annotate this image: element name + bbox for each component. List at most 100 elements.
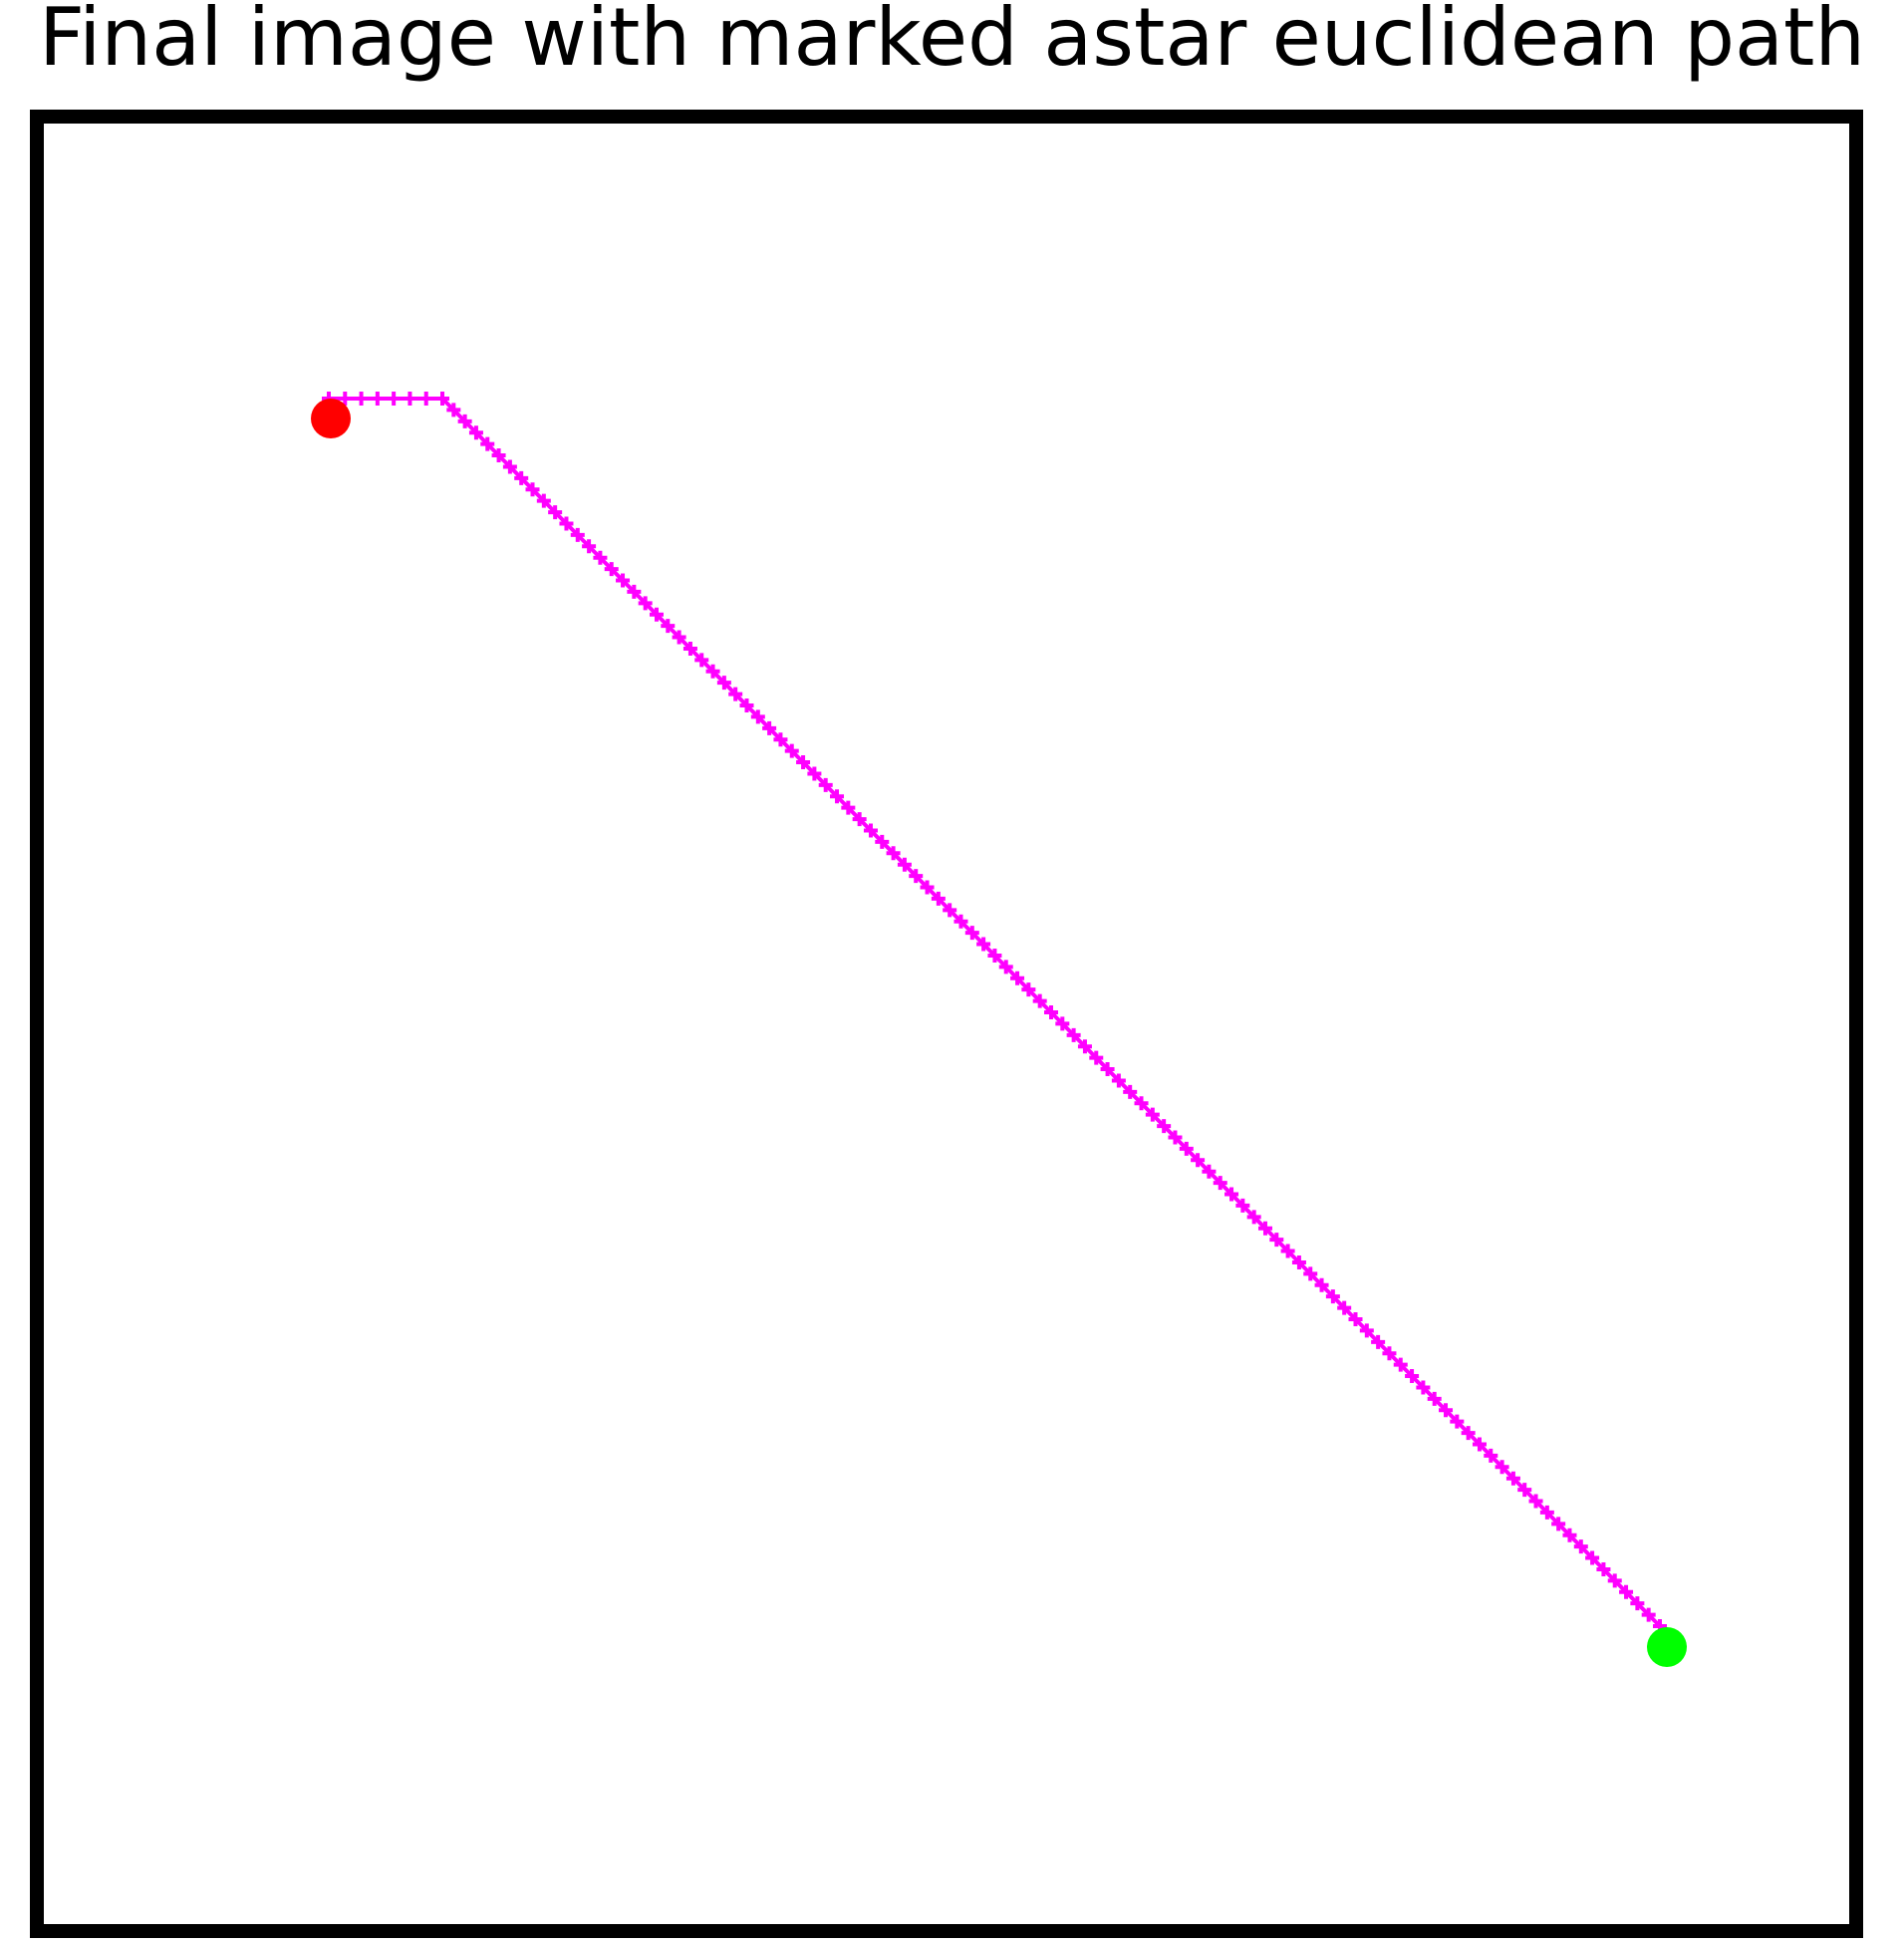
- path-plus-marker: [559, 516, 574, 531]
- path-plus-marker: [627, 584, 642, 599]
- path-plus-marker: [875, 834, 890, 849]
- path-plus-marker: [672, 630, 686, 645]
- path-plus-marker: [830, 789, 845, 804]
- path-plus-marker: [920, 880, 935, 895]
- path-plus-marker: [1472, 1437, 1487, 1452]
- goal-point: [1647, 1627, 1687, 1667]
- path-plus-marker: [536, 493, 551, 508]
- path-plus-marker: [1010, 971, 1025, 985]
- path-plus-marker: [1168, 1130, 1183, 1145]
- path-plus-marker: [1450, 1414, 1465, 1429]
- path-plus-marker: [1280, 1244, 1295, 1258]
- path-plus-marker: [354, 392, 369, 406]
- path-plus-marker: [773, 732, 788, 747]
- path-plus-marker: [998, 960, 1013, 974]
- path-plus-marker: [1551, 1517, 1566, 1531]
- path-plus-marker: [1517, 1483, 1532, 1498]
- path-plus-marker: [931, 891, 946, 906]
- path-plus-marker: [370, 392, 385, 406]
- path-plus-marker: [1630, 1596, 1645, 1611]
- path-plus-marker: [1269, 1233, 1284, 1248]
- path-plus-marker: [616, 573, 631, 588]
- path-plus-marker: [457, 414, 472, 428]
- path-plus-marker: [1224, 1187, 1239, 1202]
- path-plus-marker: [1348, 1312, 1363, 1326]
- path-plus-marker: [1191, 1153, 1206, 1168]
- path-plus-marker: [1528, 1494, 1543, 1509]
- path-plus-marker: [649, 607, 664, 622]
- path-plus-marker: [716, 676, 731, 691]
- path-plus-marker: [976, 937, 991, 952]
- path-plus-marker: [1382, 1346, 1397, 1361]
- path-plus-marker: [418, 392, 433, 406]
- path-plus-marker: [582, 539, 597, 554]
- path-plus-marker: [909, 869, 924, 884]
- path-plus-marker: [943, 903, 957, 918]
- path-plus-marker: [762, 720, 777, 735]
- path-plus-marker: [1157, 1119, 1172, 1134]
- path-plus-marker: [403, 392, 417, 406]
- path-plus-marker: [435, 392, 449, 406]
- path-plus-marker: [1495, 1460, 1509, 1475]
- path-plus-marker: [468, 425, 483, 440]
- path-plus-marker: [661, 619, 676, 634]
- path-plus-marker: [1055, 1016, 1070, 1031]
- path-plus-marker: [1427, 1391, 1442, 1406]
- path-plus-marker: [964, 926, 979, 941]
- path-plus-marker: [1100, 1062, 1115, 1077]
- path-plus-marker: [1461, 1426, 1476, 1441]
- path-plus-marker: [796, 755, 811, 770]
- path-plus-marker: [1596, 1561, 1611, 1576]
- path-plus-marker: [514, 470, 529, 485]
- path-plus-marker: [1607, 1573, 1622, 1588]
- path-plus-marker: [1066, 1027, 1081, 1042]
- path-plus-marker: [1371, 1334, 1386, 1349]
- path-plus-marker: [1439, 1403, 1454, 1418]
- path-plus-marker: [548, 505, 563, 520]
- path-plus-marker: [1089, 1050, 1104, 1065]
- path-plus-marker: [338, 392, 353, 406]
- path-plus-marker: [897, 857, 912, 872]
- path-plus-marker: [694, 653, 709, 668]
- path-plus-marker: [863, 823, 878, 838]
- path-plus-marker: [852, 812, 867, 827]
- path-plus-marker: [480, 436, 495, 451]
- path-plus-marker: [1077, 1039, 1092, 1054]
- path-plus-marker: [1573, 1539, 1588, 1554]
- path-plus-marker: [705, 664, 720, 679]
- path-plus-marker: [1021, 982, 1036, 997]
- path-plus-marker: [593, 550, 608, 565]
- path-plus-marker: [807, 766, 822, 781]
- path-plus-marker: [387, 392, 402, 406]
- path-plus-marker: [446, 403, 461, 417]
- path-plus-marker: [739, 698, 754, 712]
- path-plus-marker: [886, 846, 901, 861]
- path-plus-marker: [1257, 1221, 1272, 1236]
- path-plus-marker: [1202, 1164, 1217, 1179]
- astar-path: [322, 392, 1667, 1633]
- path-plus-marker: [1416, 1380, 1431, 1395]
- path-plus-marker: [1314, 1277, 1329, 1292]
- path-plus-marker: [1235, 1198, 1250, 1213]
- start-point: [311, 399, 351, 438]
- path-plus-marker: [1393, 1357, 1408, 1372]
- path-plus-marker: [1032, 993, 1047, 1008]
- path-plus-marker: [1484, 1448, 1498, 1463]
- path-plus-marker: [570, 527, 585, 542]
- path-plus-marker: [1359, 1323, 1374, 1338]
- path-plus-marker: [1123, 1084, 1138, 1099]
- path-plus-marker: [1145, 1107, 1160, 1122]
- path-plus-marker: [1641, 1607, 1656, 1622]
- path-plus-marker: [987, 948, 1002, 963]
- path-plus-marker: [750, 709, 765, 724]
- path-plus-marker: [491, 448, 506, 463]
- path-plus-marker: [1179, 1141, 1194, 1156]
- path-plus-marker: [1303, 1266, 1318, 1281]
- figure-title: Final image with marked astar euclidean …: [38, 0, 1866, 84]
- path-plus-marker: [1585, 1550, 1600, 1565]
- path-plus-marker: [1291, 1254, 1306, 1269]
- path-plus-marker: [1505, 1471, 1520, 1486]
- path-plus-marker: [1134, 1096, 1149, 1111]
- path-plus-marker: [1619, 1584, 1634, 1599]
